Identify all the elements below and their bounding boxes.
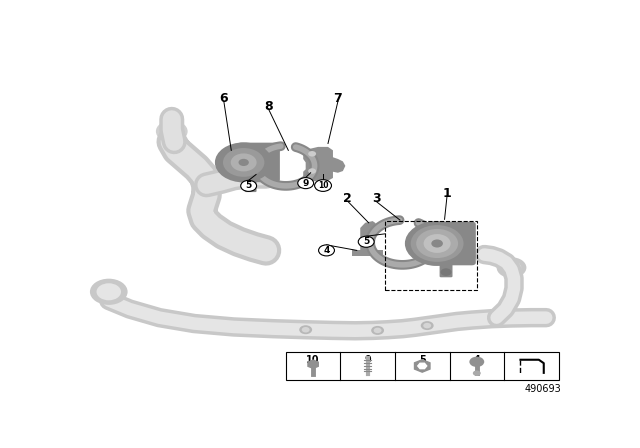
Text: 10: 10 <box>318 181 328 190</box>
Circle shape <box>473 370 481 376</box>
Text: 7: 7 <box>333 92 342 105</box>
Polygon shape <box>352 250 383 255</box>
Text: 6: 6 <box>220 92 228 105</box>
Text: 5: 5 <box>246 181 252 190</box>
Circle shape <box>308 151 316 156</box>
Circle shape <box>371 326 384 335</box>
Text: 5: 5 <box>419 355 426 365</box>
Circle shape <box>440 268 451 276</box>
Text: 9: 9 <box>303 179 309 188</box>
Circle shape <box>502 261 521 274</box>
Text: 10: 10 <box>307 355 320 365</box>
Circle shape <box>424 234 451 253</box>
Circle shape <box>420 321 434 330</box>
Text: 8: 8 <box>264 100 273 113</box>
Text: 3: 3 <box>372 192 380 205</box>
Circle shape <box>239 159 249 166</box>
Text: 2: 2 <box>344 192 352 205</box>
Circle shape <box>416 229 458 258</box>
Text: 9: 9 <box>364 355 371 365</box>
FancyBboxPatch shape <box>428 222 476 265</box>
Circle shape <box>431 239 443 248</box>
Circle shape <box>90 279 127 305</box>
Circle shape <box>246 184 255 191</box>
Polygon shape <box>360 221 378 255</box>
Circle shape <box>308 168 316 174</box>
Polygon shape <box>415 360 430 372</box>
FancyBboxPatch shape <box>244 181 257 192</box>
Polygon shape <box>418 363 427 369</box>
Circle shape <box>231 153 257 172</box>
Circle shape <box>241 181 257 191</box>
Circle shape <box>358 236 374 247</box>
Circle shape <box>97 283 121 300</box>
Circle shape <box>405 221 469 266</box>
Circle shape <box>301 327 310 332</box>
Polygon shape <box>303 147 346 181</box>
Bar <box>286 352 559 380</box>
Circle shape <box>469 357 484 367</box>
Circle shape <box>423 323 431 328</box>
FancyBboxPatch shape <box>440 264 452 277</box>
Text: 1: 1 <box>443 187 451 200</box>
Circle shape <box>497 257 526 278</box>
Circle shape <box>319 245 335 256</box>
Circle shape <box>223 148 264 177</box>
Circle shape <box>298 177 314 189</box>
Circle shape <box>374 327 381 333</box>
Circle shape <box>300 325 312 334</box>
Text: 490693: 490693 <box>524 383 561 393</box>
Bar <box>385 221 477 290</box>
Circle shape <box>156 121 188 142</box>
Text: 5: 5 <box>363 237 369 246</box>
Circle shape <box>411 225 463 262</box>
Text: 4: 4 <box>474 355 480 365</box>
FancyBboxPatch shape <box>237 142 280 182</box>
Circle shape <box>215 142 273 182</box>
Text: 4: 4 <box>323 246 330 255</box>
Polygon shape <box>308 360 318 368</box>
Circle shape <box>161 124 183 139</box>
Circle shape <box>315 180 332 191</box>
